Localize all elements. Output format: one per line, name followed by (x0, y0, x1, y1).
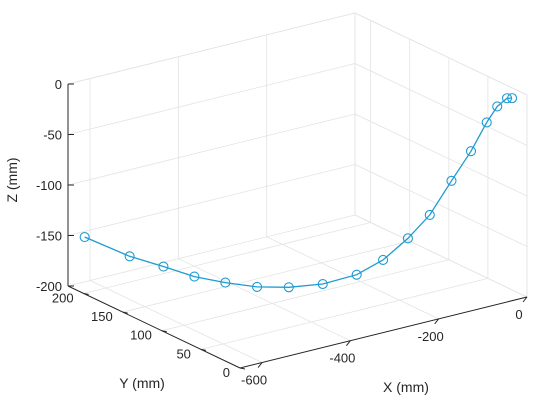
y-tick (161, 330, 167, 333)
z-tick-label: -150 (36, 229, 62, 244)
z-tick-label: -100 (36, 178, 62, 193)
grid-line-z (67, 164, 356, 236)
data-point (424, 209, 435, 220)
data-point (317, 278, 328, 290)
data-point (465, 146, 477, 157)
x-tick (345, 340, 351, 347)
grid-line-z (354, 164, 528, 247)
y-tick-label: 50 (176, 346, 190, 361)
grid-line-z (354, 63, 528, 146)
x-axis-line (239, 296, 528, 369)
grid-line-x (178, 258, 351, 342)
grid-line-x (266, 236, 439, 320)
y-tick (239, 367, 246, 370)
grid-line-z (67, 113, 356, 186)
y-tick (200, 348, 207, 351)
pane-edge (67, 12, 356, 85)
grid-line-z (354, 113, 528, 197)
x-tick-label: -400 (329, 351, 355, 366)
trajectory-line (84, 97, 513, 288)
grid-line-y (122, 240, 410, 313)
x-tick (522, 296, 528, 303)
y-axis-line (67, 285, 241, 369)
series-line (84, 97, 513, 288)
pane-edge (354, 12, 528, 96)
z-tick-label: 0 (55, 77, 62, 92)
y-tick (83, 292, 89, 295)
data-point (158, 261, 169, 272)
grid-line-x (89, 280, 263, 363)
data-point (507, 93, 518, 104)
grid-line-y (161, 259, 449, 332)
y-tick-label: 100 (130, 328, 152, 343)
x-tick-label: 0 (515, 307, 522, 322)
y-tick-label: 150 (91, 309, 113, 324)
x-tick (257, 362, 263, 368)
x-tick-label: -200 (418, 329, 444, 344)
z-tick-label: -50 (43, 128, 62, 143)
series-markers (79, 93, 518, 293)
data-point (124, 251, 135, 262)
x-axis-label: X (mm) (383, 379, 429, 395)
grid-line-y (200, 277, 489, 350)
x-tick (434, 318, 440, 325)
grid-line-z (67, 214, 356, 287)
axes (67, 83, 528, 370)
data-point (189, 271, 200, 282)
data-point (492, 101, 503, 112)
grid-line-y (83, 222, 371, 294)
data-point (378, 254, 389, 265)
data-point (79, 231, 90, 243)
data-point (220, 277, 231, 288)
x-tick-label: -600 (241, 373, 267, 388)
data-point (351, 269, 362, 280)
z-tick-label: -200 (36, 279, 62, 294)
data-point (501, 93, 513, 104)
tick-labels: 0 -200 -400 -600 0 50 100 150 200 0 -50 -100 -150 -20… (36, 77, 523, 388)
data-point (283, 282, 294, 293)
y-tick (122, 311, 128, 314)
y-axis-label: Y (mm) (119, 375, 165, 391)
grid-line-z (354, 214, 528, 298)
z-axis-label: Z (mm) (4, 157, 20, 202)
data-point (446, 175, 457, 186)
grid-lines (67, 12, 528, 369)
data-point (481, 117, 492, 128)
grid-line-z (67, 63, 356, 135)
y-tick-label: 200 (52, 290, 74, 305)
data-point (252, 281, 263, 292)
y-tick-label: 0 (223, 365, 230, 380)
data-point (402, 233, 413, 244)
